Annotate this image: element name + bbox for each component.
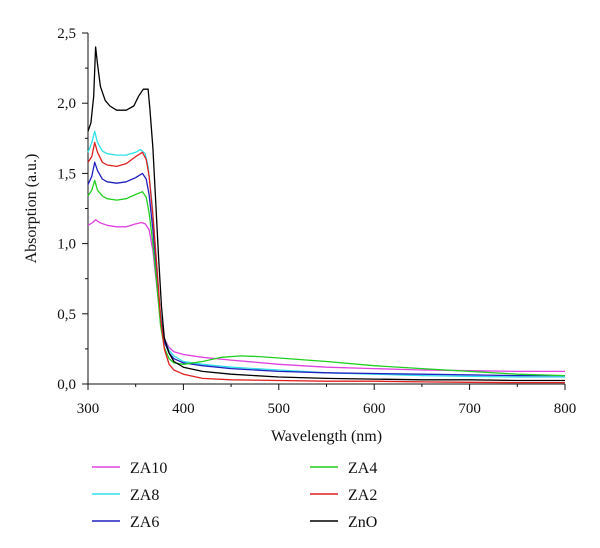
x-tick-label: 300 [77,401,100,417]
x-tick-label: 500 [268,401,291,417]
y-tick-label: 0,5 [57,307,76,323]
y-tick-label: 0,0 [57,377,76,393]
x-axis-label: Wavelength (nm) [271,428,382,445]
y-tick-label: 2,0 [57,96,76,112]
x-tick-label: 800 [554,401,577,417]
x-tick-label: 600 [363,401,386,417]
series-line-za2 [87,141,565,384]
legend: ZA10 ZA8 ZA6 ZA4 ZA2 ZnO [92,460,377,531]
y-axis-label: Absorption (a.u.) [23,154,40,264]
legend-label-za6: ZA6 [130,514,159,531]
legend-label-zno: ZnO [348,514,377,531]
plot-area [87,33,565,385]
legend-label-za10: ZA10 [130,460,167,477]
y-axis-ticks: 0,0 0,5 1,0 1,5 2,0 2,5 [57,26,88,393]
y-tick-label: 1,0 [57,237,76,253]
y-tick-label: 1,5 [57,166,76,182]
legend-label-za4: ZA4 [348,460,377,477]
x-axis-ticks: 300 400 500 600 700 800 [77,384,577,417]
x-tick-label: 700 [458,401,481,417]
series-line-za8 [87,130,565,378]
series-lines [87,46,566,384]
y-tick-label: 2,5 [57,26,76,42]
series-line-zno [87,46,565,382]
legend-label-za2: ZA2 [348,487,377,504]
legend-label-za8: ZA8 [130,487,159,504]
x-tick-label: 400 [172,401,195,417]
